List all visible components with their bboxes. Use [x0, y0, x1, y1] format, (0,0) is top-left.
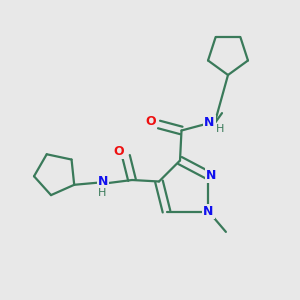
Text: H: H	[216, 124, 225, 134]
Text: N: N	[204, 116, 214, 130]
Text: N: N	[203, 205, 214, 218]
Text: N: N	[206, 169, 216, 182]
Text: H: H	[98, 188, 106, 198]
Text: O: O	[145, 115, 156, 128]
Text: N: N	[98, 175, 108, 188]
Text: O: O	[113, 145, 124, 158]
